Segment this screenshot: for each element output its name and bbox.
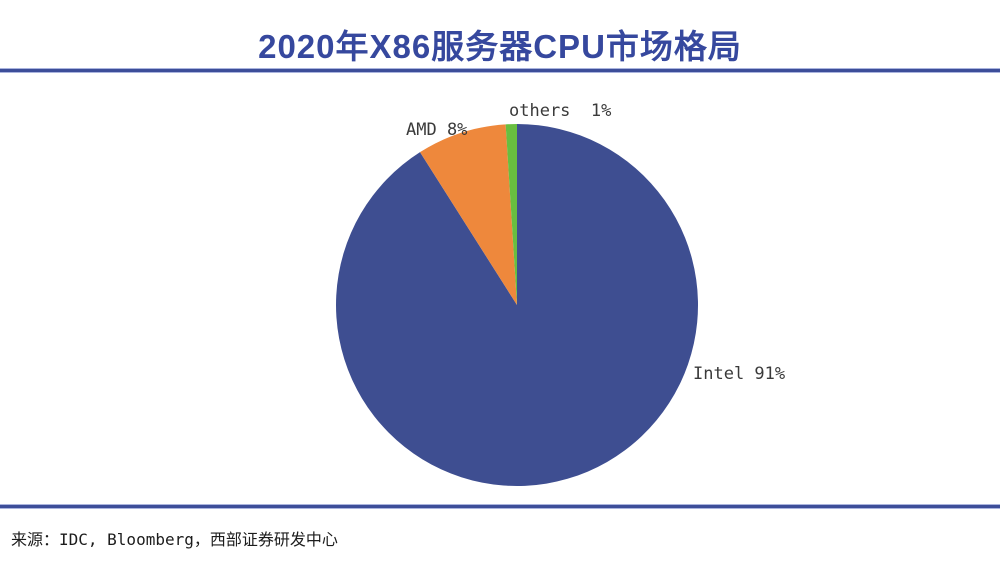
pie-chart: [335, 123, 699, 487]
pie-slice-amd: [420, 124, 517, 305]
pie-chart-svg: [336, 124, 699, 486]
source-note: 来源：IDC, Bloomberg，西部证券研发中心: [11, 530, 338, 549]
slice-label-amd: AMD 8%: [406, 120, 468, 140]
slice-label-others: others 1%: [509, 101, 612, 121]
slice-label-intel: Intel 91%: [693, 364, 786, 384]
pie-slice-intel: [336, 124, 699, 486]
footer-divider-line: [0, 504, 1000, 509]
title-divider-line: [0, 68, 1000, 73]
chart-title: 2020年X86服务器CPU市场格局: [258, 28, 742, 65]
pie-slice-others: [505, 124, 517, 305]
